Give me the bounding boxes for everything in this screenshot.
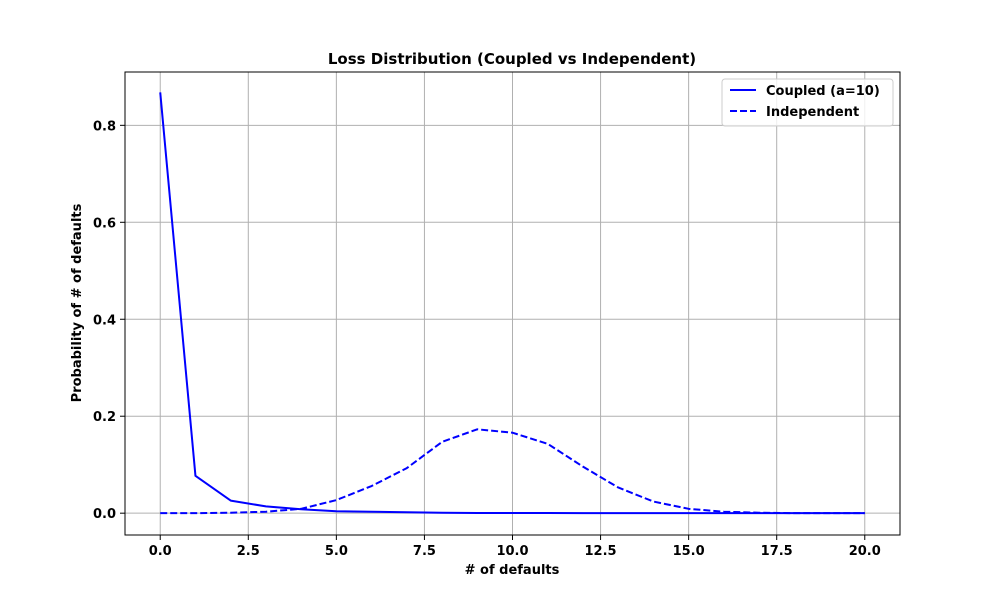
legend-box — [721, 78, 894, 127]
grid — [125, 72, 900, 535]
legend-label-independent: Independent — [766, 105, 859, 120]
x-tick-label: 17.5 — [761, 544, 793, 559]
y-axis-label: Probability of # of defaults — [70, 203, 85, 402]
x-tick-label: 20.0 — [849, 544, 881, 559]
y-tick-label: 0.0 — [93, 507, 116, 522]
legend: Coupled (a=10) Independent — [721, 78, 894, 127]
x-tick-label: 7.5 — [413, 544, 436, 559]
y-tick-label: 0.6 — [93, 216, 116, 231]
axis-ticks: 0.0 2.5 5.0 7.5 10.0 12.5 15.0 17.5 20.0 0.0 0.2 0.… — [93, 119, 881, 559]
x-tick-label: 10.0 — [496, 544, 528, 559]
x-tick-label: 5.0 — [325, 544, 348, 559]
y-tick-label: 0.2 — [93, 410, 116, 425]
series-line-independent — [160, 428, 865, 515]
y-tick-label: 0.4 — [93, 313, 116, 328]
x-tick-label: 0.0 — [149, 544, 172, 559]
chart-title: Loss Distribution (Coupled vs Independen… — [328, 50, 696, 68]
x-tick-label: 2.5 — [237, 544, 260, 559]
legend-label-coupled: Coupled (a=10) — [766, 84, 880, 99]
y-tick-label: 0.8 — [93, 119, 116, 134]
x-tick-label: 12.5 — [585, 544, 617, 559]
x-axis-label: # of defaults — [465, 563, 560, 578]
series-lines — [159, 92, 865, 515]
x-tick-label: 15.0 — [673, 544, 705, 559]
